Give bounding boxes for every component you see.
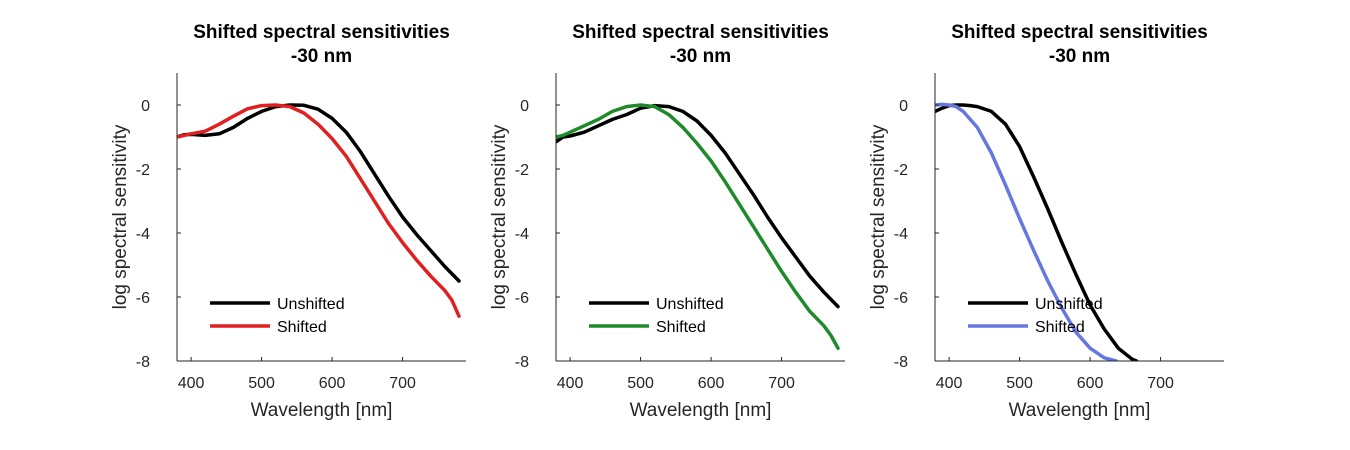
x-tick-label: 600 (698, 375, 725, 392)
x-tick-label: 400 (557, 375, 584, 392)
series-line-shifted (177, 103, 461, 318)
y-tick-label: -2 (136, 162, 150, 179)
y-axis-label: log spectral sensitivity (110, 124, 131, 309)
legend-label-unshifted: Unshifted (1035, 296, 1103, 313)
y-tick-label: -6 (136, 290, 150, 307)
y-tick-label: -2 (894, 162, 908, 179)
chart-panel-1: Shifted spectral sensitivities -30 nm 400 5… (110, 22, 466, 421)
x-tick-label: 600 (319, 375, 346, 392)
x-tick-label: 600 (1077, 375, 1104, 392)
y-tick-label: -8 (515, 354, 529, 371)
series-line-shifted (556, 103, 840, 350)
y-tick-label: -2 (515, 162, 529, 179)
chart-subtitle: -30 nm (291, 46, 352, 67)
chart-title: Shifted spectral sensitivities (193, 22, 450, 43)
legend-label-shifted: Shifted (1035, 319, 1085, 336)
series-line-unshifted (177, 103, 461, 283)
legend: Unshifted Shifted (210, 296, 345, 336)
x-axis-label: Wavelength [nm] (630, 400, 772, 421)
series-line-shifted (935, 102, 1118, 361)
y-axis-label: log spectral sensitivity (868, 124, 889, 309)
y-tick-label: 0 (520, 98, 529, 115)
chart-panel-3: Shifted spectral sensitivities -30 nm 400 5… (868, 22, 1224, 421)
y-tick-label: 0 (141, 98, 150, 115)
legend-label-unshifted: Unshifted (656, 296, 724, 313)
y-tick-label: -8 (894, 354, 908, 371)
x-tick-label: 400 (178, 375, 205, 392)
series-line-unshifted (556, 103, 840, 309)
x-tick-label: 700 (768, 375, 795, 392)
x-tick-label: 500 (1006, 375, 1033, 392)
x-axis-label: Wavelength [nm] (1009, 400, 1151, 421)
y-axis-label: log spectral sensitivity (489, 124, 510, 309)
chart-title: Shifted spectral sensitivities (951, 22, 1208, 43)
legend: Unshifted Shifted (968, 296, 1103, 336)
x-tick-label: 500 (627, 375, 654, 392)
y-tick-label: -4 (136, 226, 150, 243)
x-tick-label: 700 (1147, 375, 1174, 392)
x-tick-label: 500 (248, 375, 275, 392)
legend: Unshifted Shifted (589, 296, 724, 336)
legend-label-shifted: Shifted (656, 319, 706, 336)
x-tick-label: 400 (936, 375, 963, 392)
y-tick-label: -4 (894, 226, 908, 243)
y-tick-label: -6 (515, 290, 529, 307)
y-tick-label: 0 (899, 98, 908, 115)
chart-title: Shifted spectral sensitivities (572, 22, 829, 43)
legend-label-unshifted: Unshifted (277, 296, 345, 313)
chart-subtitle: -30 nm (1049, 46, 1110, 67)
chart-subtitle: -30 nm (670, 46, 731, 67)
y-tick-label: -6 (894, 290, 908, 307)
x-tick-label: 700 (389, 375, 416, 392)
y-tick-label: -8 (136, 354, 150, 371)
y-tick-label: -4 (515, 226, 529, 243)
legend-label-shifted: Shifted (277, 319, 327, 336)
chart-panel-2: Shifted spectral sensitivities -30 nm 400 5… (489, 22, 845, 421)
x-axis-label: Wavelength [nm] (251, 400, 393, 421)
